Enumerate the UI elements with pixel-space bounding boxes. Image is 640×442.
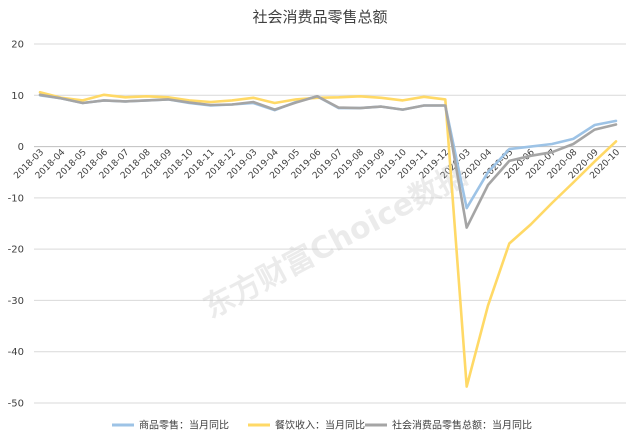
y-tick-label: 10 <box>11 91 24 102</box>
y-tick-label: -50 <box>8 399 24 410</box>
y-tick-label: -40 <box>8 347 24 358</box>
y-tick-label: 0 <box>18 142 24 153</box>
y-tick-label: 20 <box>11 40 24 51</box>
y-tick-label: -10 <box>8 193 24 204</box>
y-axis-ticks: 20 10 0 -10 -20 -30 -40 -50 <box>8 40 24 410</box>
legend: 商品零售：当月同比 餐饮收入：当月同比 社会消费品零售总额：当月同比 <box>112 419 532 432</box>
series-line-1 <box>38 90 618 388</box>
legend-label: 商品零售：当月同比 <box>139 419 229 432</box>
y-tick-label: -30 <box>8 296 24 307</box>
series-layer <box>38 90 618 388</box>
x-axis-ticks: 2018-032018-042018-052018-062018-072018-… <box>12 147 622 181</box>
series-line-2 <box>38 93 618 229</box>
legend-label: 社会消费品零售总额：当月同比 <box>392 419 532 432</box>
grid-layer <box>34 43 626 404</box>
legend-label: 餐饮收入：当月同比 <box>275 419 365 432</box>
y-tick-label: -20 <box>8 245 24 256</box>
chart-title: 社会消费品零售总额 <box>252 8 387 26</box>
